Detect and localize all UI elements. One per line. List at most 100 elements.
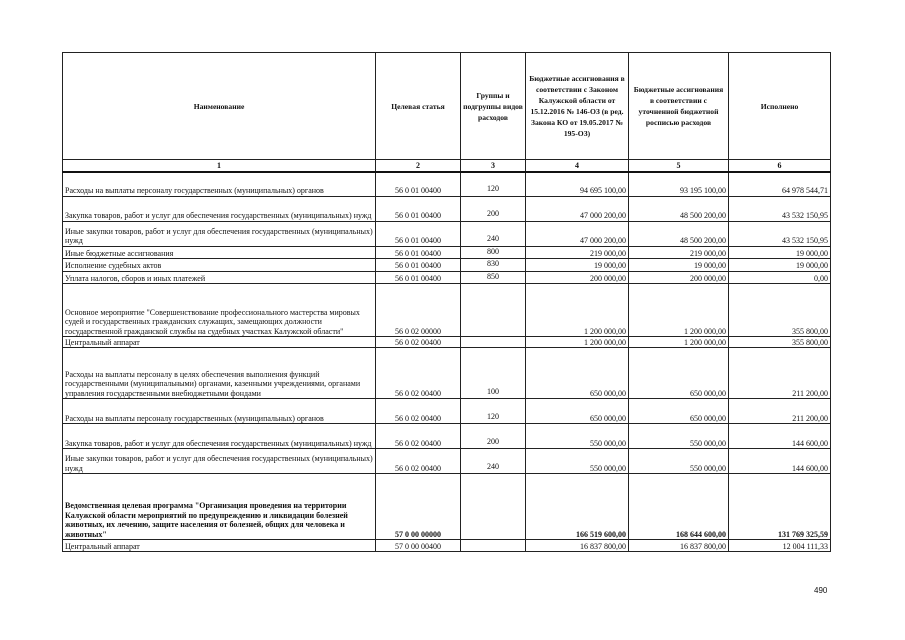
table-row: Ведомственная целевая программа "Организ… xyxy=(62,473,831,540)
row-expense-group: 240 xyxy=(460,220,526,247)
row-plan-amount: 550 000,00 xyxy=(628,448,729,474)
row-name: Расходы на выплаты персоналу государстве… xyxy=(62,398,376,424)
row-law-amount: 550 000,00 xyxy=(525,448,629,474)
col-number: 1 xyxy=(62,159,376,173)
header-target-article: Целевая статья xyxy=(375,52,461,160)
row-expense-group: 240 xyxy=(460,448,526,474)
header-name: Наименование xyxy=(62,52,376,160)
column-number-row: 1 2 3 4 5 6 xyxy=(62,159,831,173)
row-plan-amount: 1 200 000,00 xyxy=(628,336,729,348)
row-expense-group: 120 xyxy=(460,171,526,197)
row-target-article: 56 0 01 00400 xyxy=(375,245,461,259)
row-expense-group: 830 xyxy=(460,258,526,272)
row-name: Расходы на выплаты персоналу государстве… xyxy=(62,171,376,197)
row-plan-amount: 168 644 600,00 xyxy=(628,473,729,540)
row-target-article: 56 0 02 00400 xyxy=(375,398,461,424)
row-name: Уплата налогов, сборов и иных платежей xyxy=(62,270,376,284)
row-plan-amount: 48 500 200,00 xyxy=(628,220,729,247)
header-expense-groups: Группы и подгруппы видов расходов xyxy=(460,52,526,160)
row-name: Иные бюджетные ассигнования xyxy=(62,245,376,259)
row-name: Исполнение судебных актов xyxy=(62,258,376,272)
row-plan-amount: 550 000,00 xyxy=(628,423,729,449)
row-name: Центральный аппарат xyxy=(62,539,376,552)
row-executed-amount: 144 600,00 xyxy=(728,448,831,474)
budget-table: Наименование Целевая статья Группы и под… xyxy=(62,52,831,552)
row-law-amount: 47 000 200,00 xyxy=(525,195,629,222)
row-target-article: 56 0 01 00400 xyxy=(375,195,461,222)
row-target-article: 56 0 02 00400 xyxy=(375,347,461,399)
table-row: Уплата налогов, сборов и иных платежей 56… xyxy=(62,270,831,284)
row-executed-amount: 144 600,00 xyxy=(728,423,831,449)
row-executed-amount: 12 004 111,33 xyxy=(728,539,831,552)
row-plan-amount: 16 837 800,00 xyxy=(628,539,729,552)
row-target-article: 56 0 02 00400 xyxy=(375,448,461,474)
header-executed: Исполнено xyxy=(728,52,831,160)
row-law-amount: 19 000,00 xyxy=(525,258,629,272)
row-plan-amount: 1 200 000,00 xyxy=(628,283,729,337)
row-target-article: 56 0 01 00400 xyxy=(375,220,461,247)
row-expense-group: 200 xyxy=(460,423,526,449)
row-name: Основное мероприятие "Совершенствование … xyxy=(62,283,376,337)
row-law-amount: 219 000,00 xyxy=(525,245,629,259)
row-law-amount: 1 200 000,00 xyxy=(525,283,629,337)
row-executed-amount: 19 000,00 xyxy=(728,258,831,272)
page-number: 490 xyxy=(814,586,828,595)
row-target-article: 56 0 01 00400 xyxy=(375,171,461,197)
table-row: Основное мероприятие "Совершенствование … xyxy=(62,283,831,337)
table-row: Иные закупки товаров, работ и услуг для … xyxy=(62,220,831,247)
row-target-article: 56 0 01 00400 xyxy=(375,270,461,284)
row-plan-amount: 93 195 100,00 xyxy=(628,171,729,197)
col-number: 6 xyxy=(728,159,831,173)
row-executed-amount: 19 000,00 xyxy=(728,245,831,259)
table-row: Центральный аппарат 56 0 02 00400 1 200 00… xyxy=(62,336,831,348)
row-name: Закупка товаров, работ и услуг для обесп… xyxy=(62,195,376,222)
row-law-amount: 650 000,00 xyxy=(525,398,629,424)
row-law-amount: 47 000 200,00 xyxy=(525,220,629,247)
row-name: Иные закупки товаров, работ и услуг для … xyxy=(62,220,376,247)
table-row: Иные бюджетные ассигнования 56 0 01 00400… xyxy=(62,245,831,259)
row-target-article: 56 0 02 00400 xyxy=(375,423,461,449)
row-law-amount: 200 000,00 xyxy=(525,270,629,284)
header-law-allocations: Бюджетные ассигнования в соответствии с … xyxy=(525,52,629,160)
table-row: Расходы на выплаты персоналу в целях обе… xyxy=(62,347,831,399)
row-expense-group: 100 xyxy=(460,347,526,399)
row-plan-amount: 650 000,00 xyxy=(628,398,729,424)
row-executed-amount: 0,00 xyxy=(728,270,831,284)
row-plan-amount: 219 000,00 xyxy=(628,245,729,259)
row-target-article: 57 0 00 00000 xyxy=(375,473,461,540)
row-executed-amount: 355 800,00 xyxy=(728,283,831,337)
table-row: Исполнение судебных актов 56 0 01 00400 83… xyxy=(62,258,831,272)
col-number: 5 xyxy=(628,159,729,173)
row-name: Расходы на выплаты персоналу в целях обе… xyxy=(62,347,376,399)
row-plan-amount: 650 000,00 xyxy=(628,347,729,399)
row-name: Центральный аппарат xyxy=(62,336,376,348)
row-law-amount: 650 000,00 xyxy=(525,347,629,399)
row-name: Закупка товаров, работ и услуг для обесп… xyxy=(62,423,376,449)
row-executed-amount: 131 769 325,59 xyxy=(728,473,831,540)
header-row: Наименование Целевая статья Группы и под… xyxy=(62,52,831,160)
row-expense-group xyxy=(460,473,526,540)
row-expense-group: 800 xyxy=(460,245,526,259)
row-expense-group: 120 xyxy=(460,398,526,424)
row-law-amount: 16 837 800,00 xyxy=(525,539,629,552)
col-number: 4 xyxy=(525,159,629,173)
row-plan-amount: 19 000,00 xyxy=(628,258,729,272)
row-law-amount: 1 200 000,00 xyxy=(525,336,629,348)
table-row: Иные закупки товаров, работ и услуг для … xyxy=(62,448,831,474)
col-number: 2 xyxy=(375,159,461,173)
row-target-article: 57 0 00 00400 xyxy=(375,539,461,552)
row-target-article: 56 0 01 00400 xyxy=(375,258,461,272)
row-law-amount: 166 519 600,00 xyxy=(525,473,629,540)
row-executed-amount: 211 200,00 xyxy=(728,398,831,424)
col-number: 3 xyxy=(460,159,526,173)
row-executed-amount: 43 532 150,95 xyxy=(728,220,831,247)
row-expense-group: 850 xyxy=(460,270,526,284)
row-executed-amount: 43 532 150,95 xyxy=(728,195,831,222)
row-expense-group xyxy=(460,283,526,337)
table-row: Расходы на выплаты персоналу государстве… xyxy=(62,171,831,197)
row-name: Ведомственная целевая программа "Организ… xyxy=(62,473,376,540)
row-name: Иные закупки товаров, работ и услуг для … xyxy=(62,448,376,474)
row-expense-group xyxy=(460,336,526,348)
row-target-article: 56 0 02 00400 xyxy=(375,336,461,348)
row-law-amount: 550 000,00 xyxy=(525,423,629,449)
